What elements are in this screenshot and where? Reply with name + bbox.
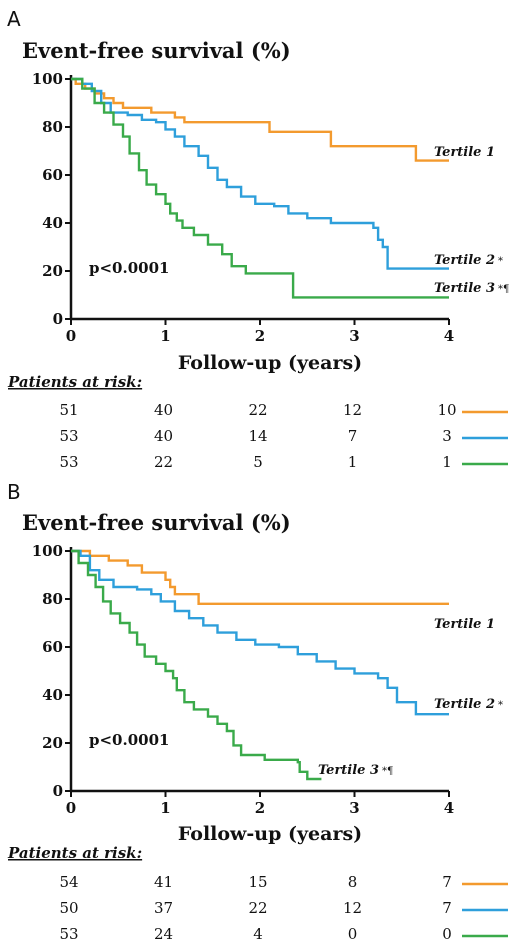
x-tick-label: 2 xyxy=(255,799,265,817)
panel-letter: B xyxy=(7,480,21,504)
x-tick-label: 1 xyxy=(160,799,170,817)
significance-marker: * xyxy=(498,256,503,267)
at-risk-count: 7 xyxy=(348,427,358,445)
at-risk-count: 3 xyxy=(442,427,452,445)
x-tick-label: 4 xyxy=(444,799,454,817)
y-tick-label: 100 xyxy=(32,70,63,88)
at-risk-count: 4 xyxy=(253,925,263,943)
p-value-annotation: p<0.0001 xyxy=(89,731,169,749)
significance-marker: *¶ xyxy=(498,284,509,295)
x-tick-label: 3 xyxy=(349,799,359,817)
series-label: Tertile 2 * xyxy=(434,253,503,268)
at-risk-count: 12 xyxy=(343,401,362,419)
at-risk-count: 53 xyxy=(59,427,78,445)
at-risk-count: 0 xyxy=(348,925,358,943)
x-tick-label: 2 xyxy=(255,327,265,345)
at-risk-count: 50 xyxy=(59,899,78,917)
series-label: Tertile 2 * xyxy=(434,697,503,712)
significance-marker: *¶ xyxy=(382,766,393,777)
y-tick-label: 40 xyxy=(42,686,63,704)
at-risk-count: 54 xyxy=(59,873,78,891)
at-risk-count: 37 xyxy=(154,899,173,917)
survival-curve-tertile-1 xyxy=(71,77,449,162)
at-risk-count: 53 xyxy=(59,453,78,471)
at-risk-count: 0 xyxy=(442,925,452,943)
at-risk-count: 5 xyxy=(253,453,263,471)
y-tick-label: 80 xyxy=(42,118,63,136)
series-label: Tertile 1 xyxy=(434,617,495,632)
at-risk-count: 41 xyxy=(154,873,173,891)
survival-curve-tertile-2 xyxy=(71,549,449,716)
series-label: Tertile 3 *¶ xyxy=(318,763,393,778)
at-risk-count: 10 xyxy=(437,401,456,419)
at-risk-count: 1 xyxy=(442,453,452,471)
y-tick-label: 40 xyxy=(42,214,63,232)
survival-curve-tertile-2 xyxy=(71,77,449,270)
at-risk-count: 22 xyxy=(154,453,173,471)
x-tick-label: 0 xyxy=(66,327,76,345)
panel-letter: A xyxy=(7,7,21,31)
at-risk-count: 53 xyxy=(59,925,78,943)
at-risk-header: Patients at risk: xyxy=(7,373,142,391)
at-risk-count: 40 xyxy=(154,427,173,445)
x-tick-label: 1 xyxy=(160,327,170,345)
at-risk-count: 22 xyxy=(248,899,267,917)
at-risk-count: 15 xyxy=(248,873,267,891)
y-tick-label: 100 xyxy=(32,542,63,560)
at-risk-header: Patients at risk: xyxy=(7,844,142,862)
at-risk-count: 40 xyxy=(154,401,173,419)
at-risk-count: 12 xyxy=(343,899,362,917)
series-label: Tertile 1 xyxy=(434,145,495,160)
chart-title: Event-free survival (%) xyxy=(22,38,291,63)
y-tick-label: 20 xyxy=(42,262,63,280)
y-tick-label: 80 xyxy=(42,590,63,608)
at-risk-count: 22 xyxy=(248,401,267,419)
at-risk-count: 7 xyxy=(442,899,452,917)
x-tick-label: 0 xyxy=(66,799,76,817)
at-risk-count: 8 xyxy=(348,873,358,891)
at-risk-count: 7 xyxy=(442,873,452,891)
series-label: Tertile 3 *¶ xyxy=(434,281,509,296)
y-tick-label: 60 xyxy=(42,638,63,656)
at-risk-count: 1 xyxy=(348,453,358,471)
x-axis-label: Follow-up (years) xyxy=(178,823,362,845)
at-risk-count: 14 xyxy=(248,427,267,445)
survival-curve-tertile-3 xyxy=(71,77,449,299)
x-tick-label: 4 xyxy=(444,327,454,345)
x-tick-label: 3 xyxy=(349,327,359,345)
survival-curve-tertile-1 xyxy=(71,549,449,605)
x-axis-label: Follow-up (years) xyxy=(178,352,362,374)
at-risk-count: 51 xyxy=(59,401,78,419)
y-tick-label: 0 xyxy=(53,310,63,328)
chart-title: Event-free survival (%) xyxy=(22,510,291,535)
y-tick-label: 20 xyxy=(42,734,63,752)
survival-curve-tertile-3 xyxy=(71,549,322,781)
at-risk-count: 24 xyxy=(154,925,173,943)
y-tick-label: 60 xyxy=(42,166,63,184)
y-tick-label: 0 xyxy=(53,782,63,800)
p-value-annotation: p<0.0001 xyxy=(89,259,169,277)
significance-marker: * xyxy=(498,700,503,711)
